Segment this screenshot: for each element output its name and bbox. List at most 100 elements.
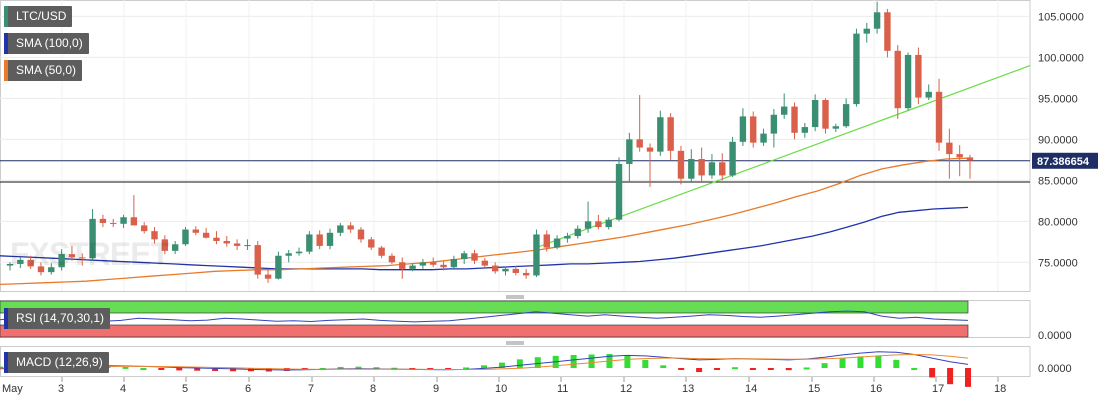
candle-body [430,262,437,265]
macd-histogram-bar [140,368,147,370]
candle-body [894,50,901,109]
candle-body [481,260,489,266]
macd-histogram-bar [570,355,577,368]
candle-body [264,274,272,279]
macd-histogram-bar [230,368,237,372]
candle-body [533,234,540,276]
legend-macd[interactable]: MACD (12,26,9) [4,352,109,373]
candle-body [151,231,158,240]
rsi-swatch [4,308,8,329]
macd-histogram-bar [821,363,828,368]
macd-histogram-bar [498,362,505,368]
candle-body [182,229,189,245]
candle-body [574,228,581,237]
candle-body [326,232,334,246]
candle-body [58,254,65,268]
macd-histogram-bar [947,368,954,385]
candle-body [48,267,55,273]
macd-histogram-bar [534,357,541,368]
macd-histogram-bar [965,368,971,387]
candle-body [275,255,282,279]
candle-body [99,218,107,223]
legend-macd-label: MACD (12,26,9) [16,355,103,369]
rsi-panel [0,300,969,338]
macd-histogram-bar [588,354,595,368]
candle-body [873,12,881,29]
candle-body [285,253,292,256]
candle-body [244,245,251,247]
candle-body [801,127,809,133]
macd-swatch [4,352,8,373]
candle-body [171,244,179,251]
candle-body [667,117,674,151]
candle-body [399,262,406,269]
candle-body [853,33,860,105]
y-tick-label: 100.0000 [1038,52,1084,64]
candle-body [935,91,943,143]
macd-histogram-bar [481,365,487,368]
candle-body [811,100,819,128]
candle-body [316,234,323,246]
candle-body [6,263,14,266]
macd-histogram-bar [749,368,756,370]
candle-body [502,268,509,272]
candle-body [223,240,230,244]
candle-body [17,259,24,264]
macd-y-tick-label: 0.0000 [1038,363,1072,375]
macd-histogram-bar [194,368,201,371]
candle-body [79,257,86,259]
candle-body [337,225,344,233]
candle-body [904,54,912,109]
candle-body [130,217,138,226]
sma50-line [0,157,969,286]
candle-body [863,28,870,34]
macd-histogram-bar [660,365,667,368]
candle-body [254,245,261,275]
sma100-swatch [4,33,8,54]
y-tick-label: 90.0000 [1038,134,1078,146]
rsi-oversold-band [0,324,969,338]
candle-body [605,219,612,228]
x-tick-label: 3 [58,383,64,395]
macd-histogram-bar [158,368,165,370]
legend-sma50[interactable]: SMA (50,0) [4,60,83,81]
candle-body [110,222,117,224]
candle-body [584,221,592,229]
y-tick-label: 85.0000 [1038,175,1078,187]
candle-body [791,106,798,133]
signal-line [0,353,969,370]
rsi-y-tick-label: 0.0000 [1038,330,1072,342]
candle-body [491,265,499,272]
macd-histogram-bar [767,368,774,370]
candle-body [512,268,520,273]
legend-rsi[interactable]: RSI (14,70,30,1) [4,308,111,329]
macd-histogram-bar [176,368,183,371]
candle-body [543,234,550,248]
grid-lines [0,0,1031,377]
candle-body [306,234,313,252]
candle-body [27,259,34,267]
candle-body [202,232,210,238]
macd-histogram-bar [337,366,344,369]
legend-symbol-label: LTC/USD [16,9,67,23]
rsi-line [0,310,969,323]
axes: 75.000080.000085.000090.000095.0000100.0… [2,11,1098,395]
candle-body [450,259,458,268]
candle-body [915,54,922,98]
candle-body [832,126,840,129]
macd-histogram-bar [212,368,219,371]
candle-body [677,150,685,179]
x-tick-label: 16 [870,383,882,395]
x-tick-label: 10 [495,383,507,395]
x-tick-label: 6 [245,383,251,395]
x-tick-label: 8 [370,383,376,395]
legend-sma50-label: SMA (50,0) [16,63,77,77]
sma50-swatch [4,60,8,81]
macd-histogram-bar [714,368,721,370]
legend-symbol[interactable]: LTC/USD [4,6,73,27]
candle-body [698,159,705,176]
legend-sma100[interactable]: SMA (100,0) [4,33,89,54]
candle-body [956,154,963,158]
x-tick-label: 17 [932,383,944,395]
candle-body [626,139,633,164]
